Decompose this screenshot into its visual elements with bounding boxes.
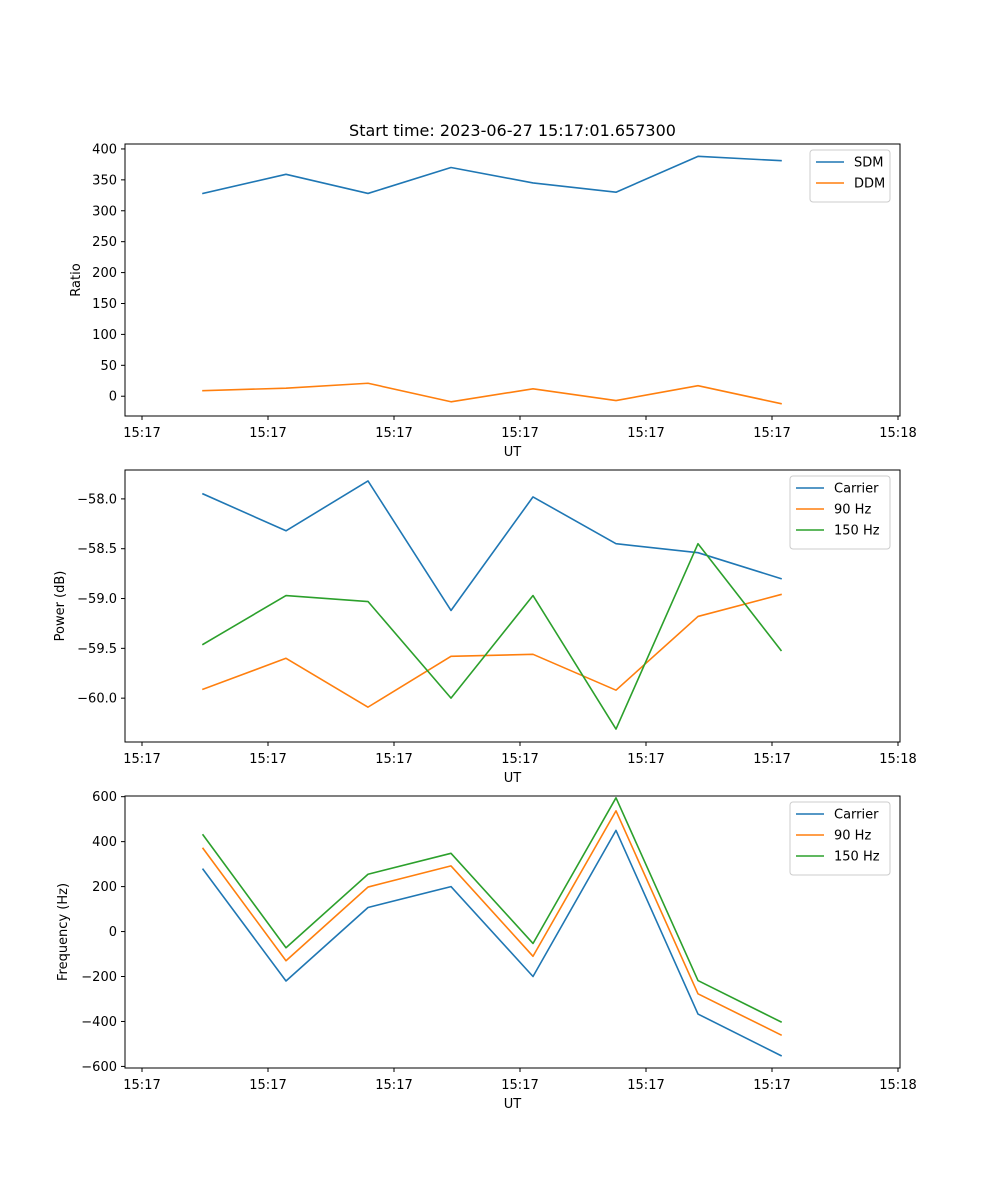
legend-label: 90 Hz — [834, 503, 871, 518]
x-tick-label: 15:17 — [375, 426, 412, 441]
series-line-ddm — [202, 382, 782, 405]
y-tick-label: 600 — [92, 790, 117, 805]
series-line-sdm — [202, 155, 782, 195]
y-tick-label: 200 — [92, 266, 117, 281]
legend-box — [809, 149, 891, 203]
y-tick-label: 300 — [92, 204, 117, 219]
x-tick-label: 15:17 — [375, 1078, 412, 1093]
legend-label: 90 Hz — [834, 829, 871, 844]
y-tick-label: 200 — [92, 880, 117, 895]
x-tick-label: 15:17 — [249, 426, 286, 441]
legend-label: 150 Hz — [834, 850, 880, 865]
legend-label: Carrier — [834, 808, 879, 823]
series-line-150-hz — [201, 796, 783, 1023]
legend-label: 150 Hz — [834, 524, 880, 539]
y-tick-label: −59.5 — [77, 642, 117, 657]
legend-label: DDM — [854, 177, 885, 192]
x-tick-label: 15:17 — [627, 752, 664, 767]
x-tick-label: 15:17 — [249, 752, 286, 767]
y-tick-label: −60.0 — [77, 692, 117, 707]
legend: SDM DDM — [809, 149, 891, 203]
x-tick-label: 15:18 — [879, 752, 916, 767]
y-axis-label: Frequency (Hz) — [56, 883, 71, 981]
x-tick-label: 15:17 — [501, 1078, 538, 1093]
series-line-90-hz — [201, 593, 782, 708]
y-tick-label: 0 — [109, 925, 117, 940]
legend: Carrier 90 Hz 150 Hz — [789, 475, 891, 550]
x-tick-label: 15:17 — [501, 752, 538, 767]
x-tick-label: 15:17 — [375, 752, 412, 767]
x-tick-label: 15:17 — [249, 1078, 286, 1093]
x-tick-label: 15:18 — [879, 426, 916, 441]
y-tick-label: −58.0 — [77, 492, 117, 507]
y-axis-label: Ratio — [69, 263, 84, 296]
y-tick-label: 400 — [92, 142, 117, 157]
plot-frame — [124, 795, 901, 1069]
y-tick-label: −59.0 — [77, 592, 117, 607]
y-axis-label: Power (dB) — [53, 571, 68, 642]
x-tick-label: 15:17 — [753, 1078, 790, 1093]
legend: Carrier 90 Hz 150 Hz — [789, 801, 891, 876]
y-tick-label: −58.5 — [77, 542, 117, 557]
chart-panel-2: −60.0 −59.5 −59.0 −58.5 −58.0 15:17 15:17 15:17… — [53, 469, 917, 786]
x-axis-label: UT — [504, 771, 522, 786]
chart-panel-3: −600 −400 −200 0 200 400 600 15:17 15:17 15:17 15:… — [56, 790, 917, 1112]
y-tick-label: 400 — [92, 835, 117, 850]
x-tick-label: 15:17 — [627, 1078, 664, 1093]
x-axis-label: UT — [504, 1097, 522, 1112]
chart-panel-1: Start time: 2023-06-27 15:17:01.657300 0 5… — [69, 121, 917, 460]
y-tick-label: 0 — [109, 390, 117, 405]
y-tick-label: 350 — [92, 173, 117, 188]
y-tick-label: −600 — [81, 1060, 117, 1075]
x-tick-label: 15:17 — [123, 426, 160, 441]
y-tick-label: 50 — [100, 359, 117, 374]
y-tick-label: −200 — [81, 970, 117, 985]
y-tick-label: 100 — [92, 328, 117, 343]
x-tick-label: 15:17 — [501, 426, 538, 441]
y-tick-label: 250 — [92, 235, 117, 250]
x-tick-label: 15:18 — [879, 1078, 916, 1093]
x-tick-label: 15:17 — [627, 426, 664, 441]
plot-frame — [124, 143, 901, 417]
x-tick-label: 15:17 — [753, 426, 790, 441]
plot-frame — [124, 469, 901, 743]
y-tick-label: −400 — [81, 1015, 117, 1030]
legend-label: SDM — [854, 156, 883, 171]
series-line-150-hz — [201, 542, 783, 730]
series-line-carrier — [201, 829, 783, 1057]
x-tick-label: 15:17 — [123, 1078, 160, 1093]
series-line-carrier — [201, 480, 783, 612]
chart-title: Start time: 2023-06-27 15:17:01.657300 — [349, 121, 676, 140]
x-tick-label: 15:17 — [123, 752, 160, 767]
x-axis-label: UT — [504, 445, 522, 460]
legend-label: Carrier — [834, 482, 879, 497]
series-line-90-hz — [201, 810, 783, 1037]
x-tick-label: 15:17 — [753, 752, 790, 767]
y-tick-label: 150 — [92, 297, 117, 312]
